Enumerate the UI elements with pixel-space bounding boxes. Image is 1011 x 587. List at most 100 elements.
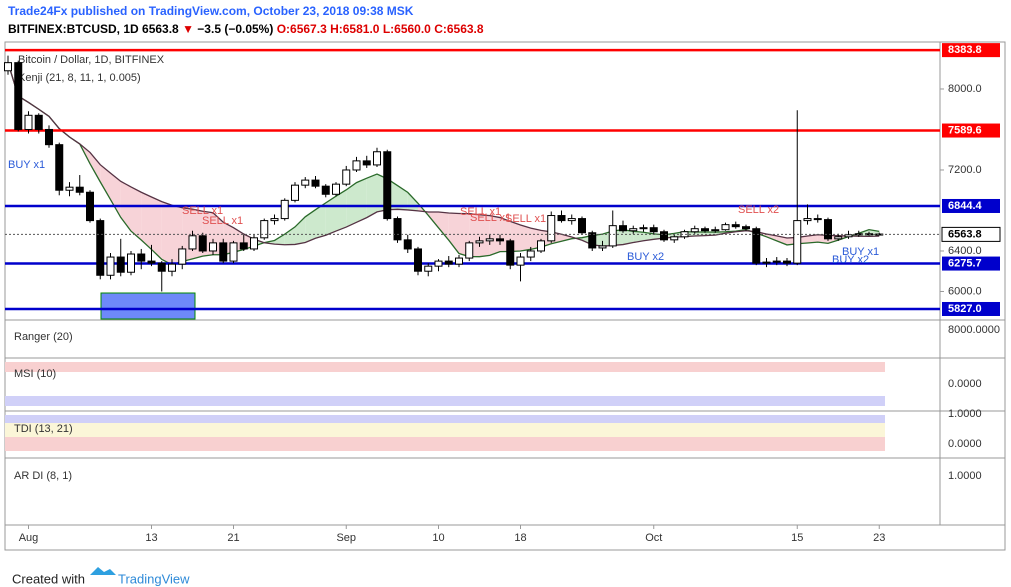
last-price-tag [941, 226, 1001, 242]
candle-body [711, 229, 720, 232]
candle-body [783, 260, 791, 264]
signal-annotation: SELL x2 [738, 204, 779, 216]
cloud [479, 214, 490, 257]
candle-body [772, 260, 781, 263]
level-label: 5827.0 [948, 303, 982, 315]
cloud [397, 185, 408, 210]
candle-body [209, 242, 217, 252]
level-tag [942, 256, 1000, 271]
candle-body [690, 228, 699, 233]
candle-body [137, 253, 146, 262]
candle-body [455, 257, 463, 265]
panes [5, 319, 1005, 459]
candle-body [168, 263, 176, 272]
candle-body [4, 62, 12, 72]
signal-annotation: SELL x1 [505, 213, 546, 225]
candle-body [291, 184, 299, 201]
candle-body [834, 236, 843, 240]
x-tick-label: 18 [514, 532, 526, 544]
cloud [366, 174, 377, 218]
publisher: Trade24Fx published on TradingView.com, … [8, 4, 414, 18]
candle-body [280, 199, 289, 220]
cloud [305, 209, 316, 243]
signal-annotation: SELL x1 [182, 205, 223, 217]
candle-body [24, 114, 33, 130]
pane-tick-label: 1.0000 [948, 470, 982, 482]
candle-body [403, 239, 412, 250]
fast-line [7, 62, 880, 266]
cloud [623, 229, 634, 245]
zone-box [100, 292, 196, 320]
candle-body [742, 226, 750, 230]
tdi-band [5, 437, 885, 451]
candle-body [588, 232, 597, 249]
candle-body [547, 215, 556, 242]
candle-body [219, 242, 228, 262]
cloud [356, 178, 367, 223]
candle-body [96, 220, 105, 276]
candle-body [65, 186, 74, 191]
logo [90, 567, 116, 575]
level-label: 7589.6 [948, 124, 982, 136]
candle-body [270, 218, 279, 222]
candle-body [557, 215, 566, 222]
candle-body [86, 191, 94, 222]
candle-body [824, 219, 832, 240]
level-tag [942, 123, 1000, 138]
candle-body [516, 256, 525, 266]
cloud [161, 201, 172, 265]
msi-band [5, 396, 885, 406]
candle-body [127, 253, 135, 273]
candle-body [362, 160, 371, 166]
candle-body [526, 250, 535, 258]
candle-body [803, 218, 812, 222]
candle-body [250, 237, 258, 250]
pane-tick-label: 1.0000 [948, 408, 982, 420]
signal-annotation: BUY x2 [627, 251, 664, 263]
x-tick-label: Oct [645, 532, 662, 544]
candle-body [157, 262, 166, 272]
candle-body [762, 261, 771, 264]
signal-annotation: SELL x1 [470, 212, 511, 224]
candle-body [813, 218, 822, 221]
x-tick-label: 15 [791, 532, 803, 544]
tdi-band [5, 423, 885, 437]
candle-body [731, 224, 740, 228]
level-label: 6844.4 [948, 200, 983, 212]
pane-tick-label: 8000.0000 [948, 324, 1000, 336]
candle-body [106, 256, 115, 276]
pane-label: TDI (13, 21) [14, 423, 73, 435]
candle-body [188, 235, 197, 250]
cloud [489, 215, 500, 256]
signal-annotation: BUY x1 [842, 246, 879, 258]
cloud [100, 164, 111, 200]
pane-tick-label: 0.0000 [948, 438, 982, 450]
candle-body [629, 228, 638, 232]
cloud [633, 231, 644, 243]
indicator-label: Kenji (21, 8, 11, 1, 0.005) [18, 72, 141, 84]
candle-body [14, 62, 23, 130]
x-tick-label: Aug [19, 532, 39, 544]
candle-body [752, 228, 761, 264]
cloud [274, 234, 285, 245]
x-tick-label: 10 [432, 532, 444, 544]
y-tick-label: 6400.0 [948, 245, 982, 257]
candle-body [701, 228, 709, 232]
candle-body [444, 260, 453, 265]
candle-body [475, 240, 484, 244]
candle-body [147, 260, 156, 264]
signal-annotation: BUY x1 [8, 159, 45, 171]
footer-brand[interactable]: TradingView [118, 571, 190, 586]
candle-body [485, 238, 494, 242]
y-tick-label: 6000.0 [948, 285, 982, 297]
candle-body [793, 220, 802, 264]
last-price-label: 6563.8 [948, 228, 982, 240]
footer-created: Created with [12, 571, 85, 586]
candle-body [506, 240, 515, 266]
candle-body [465, 242, 474, 259]
candle-body [55, 144, 64, 191]
cloud [807, 234, 818, 244]
high: H:6581.0 [330, 22, 380, 36]
candle-body [660, 231, 668, 241]
